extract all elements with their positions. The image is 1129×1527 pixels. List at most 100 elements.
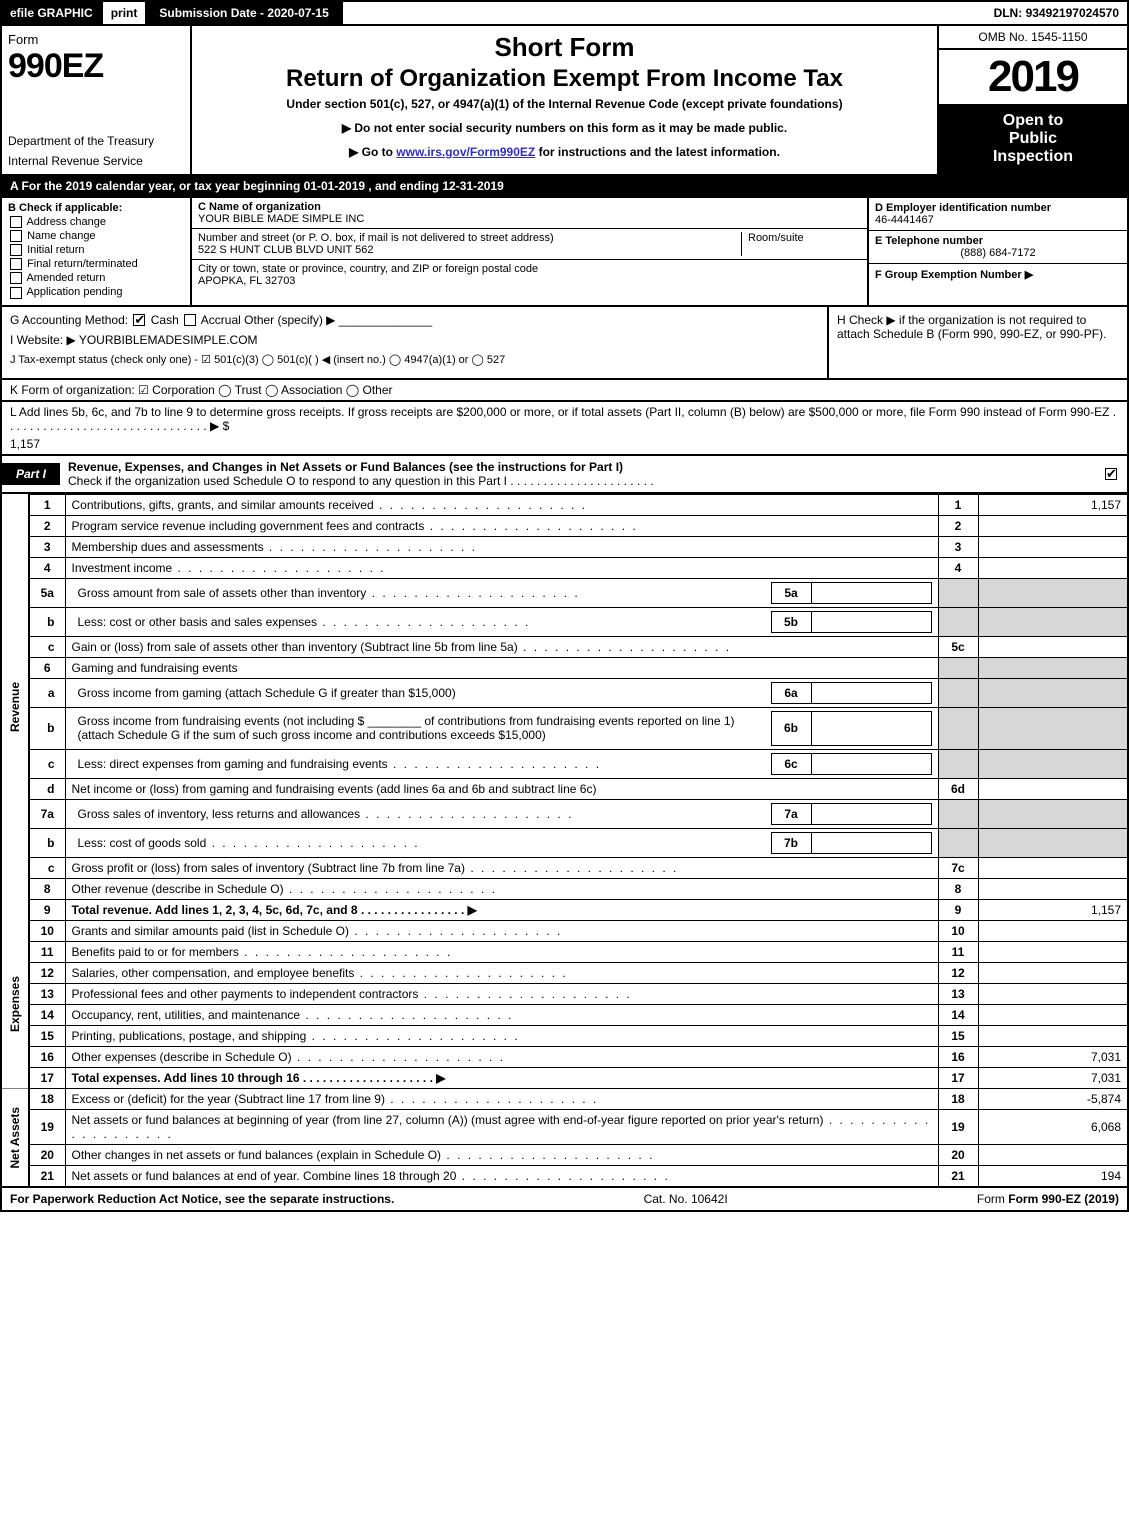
l5a-row: Gross amount from sale of assets other t… <box>65 578 938 607</box>
ck-accrual[interactable] <box>184 314 196 326</box>
l13-amt <box>978 983 1128 1004</box>
revenue-side-label: Revenue <box>1 494 29 920</box>
row-l-val: 1,157 <box>10 437 40 451</box>
l10-no: 10 <box>29 920 65 941</box>
ck-application-pending[interactable]: Application pending <box>8 286 184 298</box>
group-exemption-label: F Group Exemption Number ▶ <box>875 269 1033 281</box>
l11-rn: 11 <box>938 941 978 962</box>
l11-desc: Benefits paid to or for members <box>65 941 938 962</box>
ein-label: D Employer identification number <box>875 202 1051 214</box>
part1-title-text: Revenue, Expenses, and Changes in Net As… <box>68 460 623 474</box>
l6-rn <box>938 657 978 678</box>
l6c-rn <box>938 749 978 778</box>
l14-desc: Occupancy, rent, utilities, and maintena… <box>65 1004 938 1025</box>
print-button[interactable]: print <box>103 2 148 24</box>
l13-rn: 13 <box>938 983 978 1004</box>
header-left: Form 990EZ Department of the Treasury In… <box>2 26 192 174</box>
org-address: 522 S HUNT CLUB BLVD UNIT 562 <box>198 244 373 256</box>
l14-no: 14 <box>29 1004 65 1025</box>
ghi-block: G Accounting Method: Cash Accrual Other … <box>0 307 1129 380</box>
l6d-no: d <box>29 778 65 799</box>
meta-block: B Check if applicable: Address change Na… <box>0 198 1129 307</box>
l18-amt: -5,874 <box>978 1088 1128 1109</box>
footer-cat: Cat. No. 10642I <box>644 1192 728 1206</box>
box-b-header: B Check if applicable: <box>8 202 184 214</box>
row-l-text: L Add lines 5b, 6c, and 7b to line 9 to … <box>10 405 1119 433</box>
row-k: K Form of organization: ☑ Corporation ◯ … <box>0 380 1129 402</box>
row-g: G Accounting Method: Cash Accrual Other … <box>10 313 819 327</box>
l6c-amt <box>978 749 1128 778</box>
l17-no: 17 <box>29 1067 65 1088</box>
l7a-row: Gross sales of inventory, less returns a… <box>65 799 938 828</box>
l5b-row: Less: cost or other basis and sales expe… <box>65 607 938 636</box>
l6a-rn <box>938 678 978 707</box>
l6b-val <box>811 711 931 745</box>
l5a-rn <box>938 578 978 607</box>
ghi-left: G Accounting Method: Cash Accrual Other … <box>2 307 827 378</box>
l18-desc: Excess or (deficit) for the year (Subtra… <box>65 1088 938 1109</box>
l5b-val <box>811 611 931 632</box>
l8-amt <box>978 878 1128 899</box>
l7a-val <box>811 803 931 824</box>
l16-no: 16 <box>29 1046 65 1067</box>
l13-no: 13 <box>29 983 65 1004</box>
header-right: OMB No. 1545-1150 2019 Open to Public In… <box>937 26 1127 174</box>
ck-cash[interactable] <box>133 314 145 326</box>
l12-no: 12 <box>29 962 65 983</box>
l3-amt <box>978 536 1128 557</box>
short-form-title: Short Form <box>200 32 929 63</box>
l14-rn: 14 <box>938 1004 978 1025</box>
l18-rn: 18 <box>938 1088 978 1109</box>
l6a-sn: 6a <box>771 682 811 703</box>
dept-irs: Internal Revenue Service <box>8 154 184 168</box>
ck-address-change[interactable]: Address change <box>8 216 184 228</box>
l1-desc: Contributions, gifts, grants, and simila… <box>65 494 938 515</box>
addr-label: Number and street (or P. O. box, if mail… <box>198 232 554 244</box>
l6-amt <box>978 657 1128 678</box>
ck-amended-return[interactable]: Amended return <box>8 272 184 284</box>
ck-initial-return[interactable]: Initial return <box>8 244 184 256</box>
org-name-label: C Name of organization <box>198 201 321 213</box>
l7b-amt <box>978 828 1128 857</box>
expenses-side-label: Expenses <box>1 920 29 1088</box>
l17-desc: Total expenses. Add lines 10 through 16 … <box>65 1067 938 1088</box>
l2-rn: 2 <box>938 515 978 536</box>
instr-link-pre: ▶ Go to <box>349 145 396 159</box>
part1-schedule-o-ck[interactable] <box>1095 463 1127 485</box>
row-l: L Add lines 5b, 6c, and 7b to line 9 to … <box>0 402 1129 456</box>
subdate-label: Submission Date - <box>159 6 267 20</box>
l12-amt <box>978 962 1128 983</box>
open-inspection: Open to Public Inspection <box>939 104 1127 174</box>
topbar: efile GRAPHIC print Submission Date - 20… <box>0 0 1129 26</box>
form-title: Return of Organization Exempt From Incom… <box>200 65 929 93</box>
irs-link[interactable]: www.irs.gov/Form990EZ <box>396 145 535 159</box>
l20-amt <box>978 1144 1128 1165</box>
l11-amt <box>978 941 1128 962</box>
row-i: I Website: ▶ YOURBIBLEMADESIMPLE.COM <box>10 333 819 347</box>
l7c-no: c <box>29 857 65 878</box>
l10-desc: Grants and similar amounts paid (list in… <box>65 920 938 941</box>
l4-desc: Investment income <box>65 557 938 578</box>
l6c-sn: 6c <box>771 753 811 774</box>
ck-name-change[interactable]: Name change <box>8 230 184 242</box>
l5a-desc: Gross amount from sale of assets other t… <box>72 582 772 603</box>
l12-desc: Salaries, other compensation, and employ… <box>65 962 938 983</box>
l5b-sn: 5b <box>771 611 811 632</box>
g-label: G Accounting Method: <box>10 313 128 327</box>
l6c-val <box>811 753 931 774</box>
l6-desc: Gaming and fundraising events <box>65 657 938 678</box>
l21-amt: 194 <box>978 1165 1128 1187</box>
instr-link: ▶ Go to www.irs.gov/Form990EZ for instru… <box>200 145 929 159</box>
submission-date: Submission Date - 2020-07-15 <box>147 2 342 24</box>
l3-no: 3 <box>29 536 65 557</box>
l15-amt <box>978 1025 1128 1046</box>
l5a-val <box>811 582 931 603</box>
ck-final-return[interactable]: Final return/terminated <box>8 258 184 270</box>
l19-amt: 6,068 <box>978 1109 1128 1144</box>
l5c-amt <box>978 636 1128 657</box>
l7a-no: 7a <box>29 799 65 828</box>
l5c-rn: 5c <box>938 636 978 657</box>
group-exemption-cell: F Group Exemption Number ▶ <box>869 264 1127 305</box>
l10-amt <box>978 920 1128 941</box>
l4-no: 4 <box>29 557 65 578</box>
